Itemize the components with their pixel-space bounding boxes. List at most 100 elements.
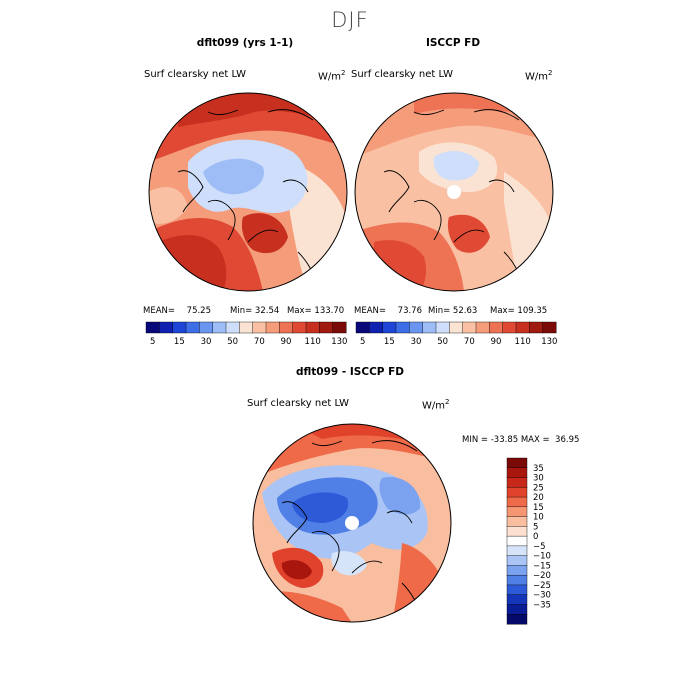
panel1-coastlines	[177, 109, 319, 288]
panel1-mean: MEAN= 75.25	[143, 306, 211, 316]
panel2-field-arctic-blue	[433, 150, 479, 181]
panel2-colorbar-swatch	[395, 321, 410, 334]
panel3-colorbar-swatch	[506, 535, 528, 547]
panel3-colorbar-tick-label: −10	[533, 552, 551, 562]
panel1-min: Min= 32.54	[230, 306, 280, 316]
panel1-colorbar-tick-label: 90	[281, 337, 292, 347]
panel3-field-pole-hole	[345, 516, 359, 530]
panel1-colorbar-swatch	[265, 321, 280, 334]
panel3-colorbar-tick-label: −5	[533, 542, 546, 552]
panel1-colorbar-swatch	[145, 321, 160, 334]
panel2-colorbar-swatch	[449, 321, 464, 334]
panel2-field-pole-hole	[447, 185, 461, 199]
panel1-colorbar-swatch	[305, 321, 320, 334]
panel3-colorbar-swatch	[506, 506, 528, 518]
panel3-colorbar-tick-label: 35	[533, 464, 544, 474]
panel2-colorbar-swatch	[475, 321, 490, 334]
panel2-colorbar-tick-label: 15	[384, 337, 395, 347]
panel2-colorbar-swatch	[489, 321, 504, 334]
panel3-colorbar-tick-label: −25	[533, 581, 551, 591]
panel1-variable-label: Surf clearsky net LW	[144, 69, 247, 80]
panel3-minmax: MIN = -33.85 MAX = 36.95	[462, 435, 580, 445]
panel3-colorbar-swatch	[506, 457, 528, 469]
panel2-colorbar-tick-label: 70	[464, 337, 475, 347]
season-title: DJF	[331, 8, 369, 32]
panel3-colorbar-tick-label: 25	[533, 483, 544, 493]
panel3-colorbar-swatch	[506, 614, 528, 625]
panel1-field-upper-dark	[178, 93, 318, 127]
panel2-colorbar-swatch	[435, 321, 450, 334]
panel1-units-label: W/m2	[318, 69, 346, 83]
panel2-colorbar-swatch	[355, 321, 370, 334]
panel2-colorbar-tick-label: 90	[491, 337, 502, 347]
panel3-colorbar-tick-label: −20	[533, 571, 551, 581]
panel1-colorbar-swatch	[172, 321, 187, 334]
panel2-map	[354, 92, 554, 292]
panel3-variable-label: Surf clearsky net LW	[247, 398, 350, 409]
panel2-colorbar-swatch	[369, 321, 384, 334]
panel2-max: Max= 109.35	[490, 306, 548, 316]
panel3-field-siberia-blue	[379, 477, 421, 515]
panel3-colorbar-swatch	[506, 574, 528, 586]
panel1-colorbar-tick-label: 15	[174, 337, 185, 347]
panel3-colorbar-swatch	[506, 477, 528, 488]
panel2-colorbar-tick-label: 50	[437, 337, 448, 347]
panel3-units-label: W/m2	[422, 398, 450, 412]
panel3-colorbar-swatch	[506, 584, 528, 596]
panel2-field-europe-dark	[447, 214, 490, 253]
panel1-field-left-peach	[149, 187, 188, 224]
panel3-colorbar-swatch	[506, 555, 528, 566]
panel1-colorbar-swatch	[225, 321, 240, 334]
panel2-colorbar-tick-label: 5	[360, 337, 365, 347]
panel3-colorbar-tick-label: 30	[533, 474, 544, 484]
panel1-colorbar-swatch	[332, 321, 347, 334]
panel1-colorbar-swatch	[319, 321, 334, 334]
panel3-colorbar-swatch	[506, 467, 528, 479]
panel2-coastlines	[383, 109, 525, 288]
panel3-colorbar-tick-label: −30	[533, 591, 551, 601]
panel2-colorbar-swatch	[515, 321, 530, 334]
panel3-colorbar-tick-label: 0	[533, 532, 538, 542]
panel3-field-atlantic-dark	[281, 560, 312, 580]
panel2-colorbar-tick-label: 30	[411, 337, 422, 347]
panel2-map-border	[354, 92, 554, 292]
panel2-colorbar-swatch	[502, 321, 517, 334]
panel2-colorbar-tick-label: 110	[515, 337, 531, 347]
panel1-colorbar-swatch	[292, 321, 307, 334]
panel3-colorbar-swatch	[506, 565, 528, 576]
panel3-colorbar-swatch	[506, 594, 528, 605]
panel3-colorbar-tick-label: 10	[533, 513, 544, 523]
panel3-map-border	[252, 423, 452, 623]
panel2-variable-label: Surf clearsky net LW	[351, 69, 454, 80]
panel2-colorbar-swatch	[422, 321, 437, 334]
panel1-colorbar-tick-label: 30	[201, 337, 212, 347]
panel2-colorbar-swatch	[542, 321, 557, 334]
panel1-colorbar-tick-label: 130	[331, 337, 347, 347]
panel1-colorbar-tick-label: 50	[227, 337, 238, 347]
panel2-colorbar-swatch	[462, 321, 477, 334]
panel1-colorbar-tick-label: 110	[305, 337, 321, 347]
panel1-colorbar: 5 15 30 50 70 90 110 130	[145, 321, 347, 347]
panel3-title: dflt099 - ISCCP FD	[295, 366, 405, 378]
panel1-colorbar-swatch	[199, 321, 214, 334]
panel3-map	[252, 423, 452, 623]
panel2-colorbar-swatch	[529, 321, 544, 334]
panel1-field-europe-dark	[241, 213, 288, 254]
panel1-colorbar-tick-label: 5	[150, 337, 155, 347]
panel1-colorbar-swatch	[252, 321, 267, 334]
panel2-min: Min= 52.63	[428, 306, 478, 316]
panel2-units-label: W/m2	[525, 69, 553, 83]
panel3-colorbar-tick-label: 20	[533, 493, 544, 503]
panel3-colorbar-swatch	[506, 487, 528, 498]
panel2-mean: MEAN= 73.76	[354, 306, 422, 316]
panel3-coastlines	[281, 440, 423, 619]
panel3-colorbar-tick-label: 15	[533, 503, 544, 513]
panel1-colorbar-tick-label: 70	[254, 337, 265, 347]
panel3-colorbar-swatch	[506, 516, 528, 527]
panel1-colorbar-swatch	[212, 321, 227, 334]
panel1-max: Max= 133.70	[287, 306, 345, 316]
panel1-colorbar-swatch	[159, 321, 174, 334]
panel3-colorbar-tick-label: 5	[533, 522, 538, 532]
panel2-colorbar-tick-label: 130	[541, 337, 557, 347]
